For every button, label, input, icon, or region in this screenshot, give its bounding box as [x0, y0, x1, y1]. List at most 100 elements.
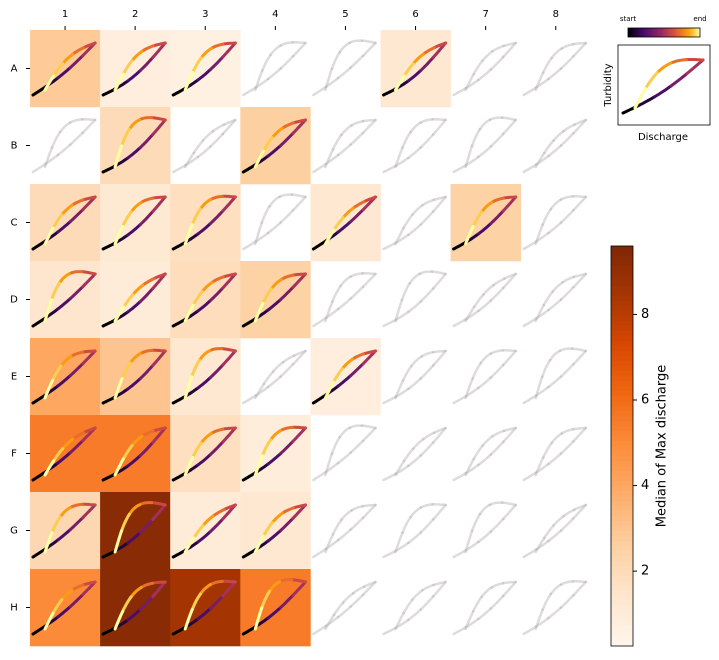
hysteresis-loop: [221, 349, 237, 367]
hysteresis-loop: [279, 516, 295, 533]
hysteresis-loop: [502, 41, 517, 48]
hysteresis-loop: [198, 349, 212, 362]
hysteresis-loop: [196, 607, 212, 621]
colorbar-swatch: [611, 386, 633, 392]
hysteresis-loop: [278, 578, 294, 584]
hysteresis-loop: [419, 210, 435, 226]
hysteresis-loop: [220, 194, 237, 199]
colorbar-swatch: [611, 381, 633, 387]
hysteresis-loop: [542, 290, 554, 307]
hysteresis-loop: [268, 195, 281, 208]
hysteresis-loop: [349, 362, 365, 378]
hysteresis-loop: [312, 470, 328, 482]
hysteresis-loop: [382, 241, 398, 251]
hysteresis-loop: [139, 581, 155, 589]
hysteresis-loop: [522, 240, 538, 251]
hysteresis-loop: [70, 583, 85, 592]
cell: [30, 338, 101, 416]
hysteresis-loop: [68, 439, 85, 455]
hysteresis-loop: [394, 459, 406, 477]
hysteresis-loop: [522, 394, 538, 405]
hysteresis-loop: [464, 155, 480, 167]
hysteresis-loop: [43, 459, 56, 477]
hysteresis-loop: [138, 501, 154, 507]
colorbar-swatch: [611, 481, 633, 487]
hysteresis-loop: [198, 583, 212, 596]
hysteresis-loop: [547, 67, 563, 81]
colorbar-swatch: [611, 336, 633, 342]
hysteresis-loop: [209, 132, 225, 148]
hysteresis-loop: [560, 427, 575, 435]
hysteresis-loop: [361, 272, 377, 289]
hysteresis-loop: [324, 538, 340, 551]
hysteresis-loop: [280, 506, 295, 515]
hysteresis-loop: [559, 286, 575, 301]
colorbar-swatch: [611, 456, 633, 462]
hysteresis-loop: [281, 354, 296, 364]
colorbar-swatch: [611, 611, 633, 617]
cell: [170, 415, 241, 493]
hysteresis-loop: [419, 518, 435, 534]
hysteresis-loop: [547, 221, 563, 235]
hysteresis-loop: [171, 317, 188, 328]
hysteresis-loop: [171, 471, 188, 482]
hysteresis-loop: [279, 593, 295, 610]
hysteresis-loop: [261, 521, 274, 538]
hysteresis-loop: [129, 586, 143, 599]
hysteresis-loop: [406, 69, 423, 83]
hysteresis-loop: [56, 528, 72, 542]
hysteresis-loop: [126, 69, 142, 83]
hysteresis-loop: [573, 503, 588, 511]
cell: [100, 569, 171, 647]
hysteresis-loop: [56, 374, 72, 388]
hysteresis-loop: [241, 548, 258, 559]
hysteresis-loop: [254, 385, 270, 397]
colorbar-swatch: [611, 286, 633, 292]
hysteresis-loop: [350, 504, 365, 512]
hysteresis-loop: [534, 608, 544, 631]
column-label: 8: [553, 9, 559, 20]
hysteresis-loop: [541, 592, 553, 611]
hysteresis-loop: [279, 273, 295, 281]
hysteresis-loop: [452, 163, 468, 174]
hysteresis-loop: [141, 277, 156, 287]
hysteresis-loop: [151, 580, 167, 585]
hysteresis-loop: [464, 377, 474, 400]
hysteresis-loop: [489, 132, 505, 148]
hysteresis-loop: [31, 239, 47, 251]
hysteresis-loop: [490, 196, 505, 204]
colorbar-swatch: [611, 506, 633, 512]
colorbar-swatch: [611, 551, 633, 557]
hysteresis-loop: [71, 46, 86, 56]
hysteresis-loop: [171, 163, 187, 174]
hysteresis-loop: [502, 503, 517, 521]
hysteresis-loop: [81, 195, 97, 212]
column-label: 5: [342, 9, 348, 20]
hysteresis-loop: [419, 118, 434, 124]
hysteresis-loop: [470, 512, 482, 533]
hysteresis-loop: [534, 303, 546, 323]
hysteresis-loop: [464, 78, 480, 90]
hysteresis-loop: [43, 226, 55, 246]
hysteresis-loop: [209, 42, 225, 50]
hysteresis-loop: [196, 453, 212, 467]
hysteresis-loop: [279, 209, 295, 224]
hysteresis-loop: [209, 286, 225, 302]
hysteresis-loop: [534, 539, 550, 551]
hysteresis-loop: [488, 116, 504, 122]
hysteresis-loop: [241, 163, 258, 174]
hysteresis-loop: [491, 429, 505, 438]
hysteresis-loop: [452, 471, 468, 482]
hysteresis-loop: [432, 426, 447, 434]
hysteresis-loop: [349, 285, 365, 300]
colorbar-swatch: [611, 361, 633, 367]
hysteresis-loop: [489, 440, 505, 456]
hysteresis-loop: [669, 58, 688, 65]
hysteresis-loop: [477, 68, 493, 82]
hysteresis-loop: [291, 349, 307, 366]
colorbar-swatch: [611, 546, 633, 552]
hysteresis-loop: [420, 350, 435, 358]
hysteresis-loop: [58, 121, 72, 134]
hysteresis-loop: [69, 131, 84, 146]
hysteresis-loop: [402, 598, 414, 615]
